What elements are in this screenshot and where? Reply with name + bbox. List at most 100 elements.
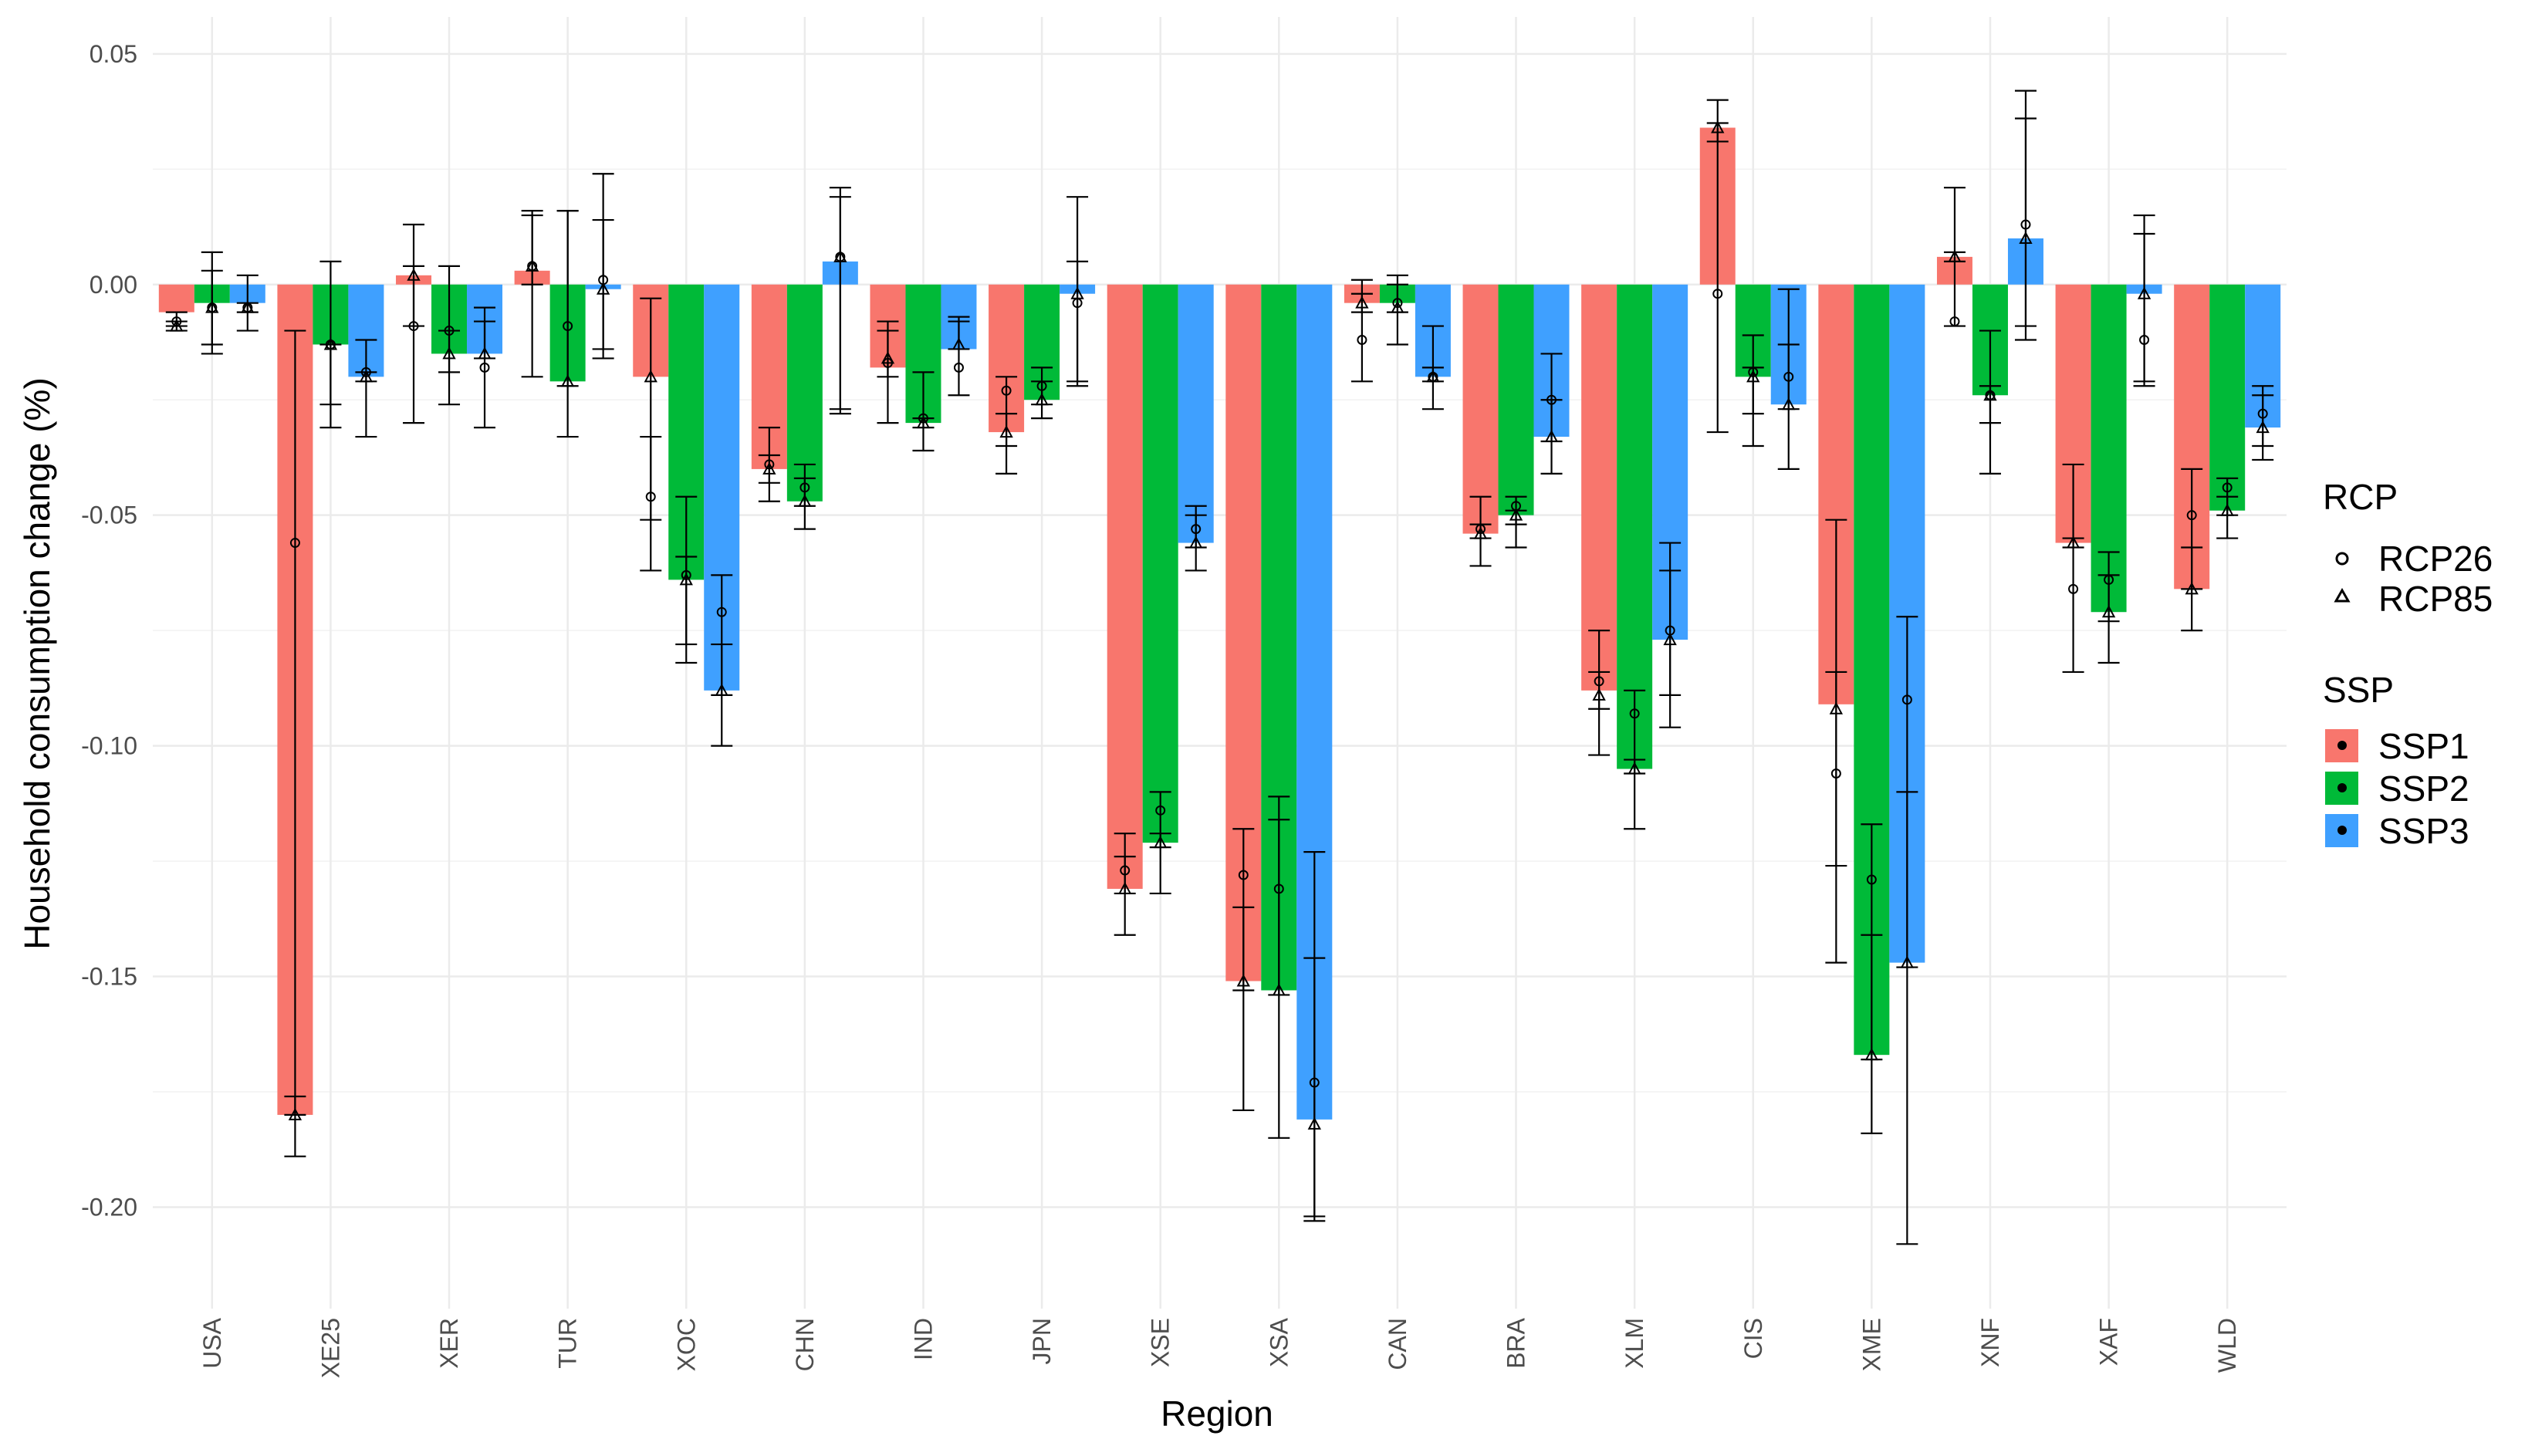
point-rcp26	[360, 367, 371, 377]
point-rcp85	[2185, 582, 2199, 595]
point-rcp26	[1273, 883, 1284, 894]
bar	[1581, 284, 1617, 691]
legend-title-rcp: RCP	[2323, 477, 2398, 517]
point-rcp85	[596, 282, 610, 295]
point-rcp85	[1900, 955, 1915, 968]
point-rcp85	[1663, 632, 1677, 646]
point-rcp85	[2019, 231, 2033, 244]
point-rcp85	[359, 370, 374, 383]
point-rcp85	[2220, 503, 2234, 516]
point-rcp85	[288, 1107, 303, 1120]
point-rcp85	[2137, 286, 2151, 299]
point-rcp26	[1036, 380, 1047, 391]
point-rcp26	[408, 321, 419, 332]
point-rcp85	[205, 300, 219, 313]
x-tick-label: BRA	[1502, 1317, 1530, 1368]
point-rcp26	[1901, 694, 1912, 705]
x-tick-label: XOC	[672, 1318, 700, 1371]
point-rcp85	[644, 370, 657, 383]
point-rcp26	[2104, 574, 2114, 585]
x-tick-label: XSE	[1147, 1318, 1175, 1367]
legend-dot-ssp1	[2337, 741, 2347, 750]
point-rcp85	[1473, 526, 1488, 539]
x-tick-label: USA	[198, 1317, 226, 1368]
point-rcp85	[170, 319, 184, 332]
point-rcp26	[1594, 676, 1604, 687]
point-rcp26	[1783, 371, 1794, 382]
grid-lines	[153, 17, 2287, 1309]
point-rcp85	[1307, 1116, 1321, 1130]
point-rcp85	[1154, 836, 1168, 849]
point-rcp26	[2139, 335, 2150, 345]
x-tick-label: XME	[1857, 1318, 1885, 1371]
point-rcp85	[1035, 393, 1049, 406]
x-tick-label: TUR	[554, 1318, 582, 1369]
y-tick-label: -0.15	[81, 963, 137, 991]
x-axis-title: Region	[1161, 1394, 1273, 1434]
point-rcp85	[1426, 370, 1440, 383]
point-rcp85	[442, 346, 456, 360]
point-rcp85	[1782, 397, 1796, 410]
point-rcp26	[1475, 524, 1486, 535]
point-rcp85	[1711, 120, 1725, 133]
point-rcp26	[1191, 524, 1202, 535]
point-rcp85	[1864, 1048, 1879, 1061]
legend-label-rcp85: RCP85	[2378, 579, 2493, 619]
x-tick-labels: USA XE25 XER TUR XOC CHN IND JPN XSE XSA CAN BRA XLM…	[198, 1317, 2241, 1378]
point-rcp26	[1546, 394, 1557, 405]
point-rcp85	[1355, 296, 1369, 309]
y-tick-labels: 0.05 0.00 -0.05 -0.10 -0.15 -0.20	[81, 40, 137, 1221]
point-rcp85	[1628, 762, 1641, 775]
point-rcp26	[1866, 874, 1877, 885]
point-rcp85	[1391, 300, 1404, 313]
point-rcp26	[2068, 583, 2079, 594]
point-rcp26	[1120, 865, 1131, 876]
point-rcp85	[2101, 605, 2116, 618]
y-tick-label: -0.20	[81, 1193, 137, 1221]
point-rcp85	[1236, 974, 1250, 987]
point-rcp26	[1238, 870, 1249, 880]
point-rcp85	[715, 683, 728, 696]
point-rcp85	[1948, 249, 1962, 262]
point-rcp26	[1392, 298, 1403, 309]
legend-label-ssp1: SSP1	[2378, 726, 2469, 766]
x-tick-label: IND	[909, 1318, 937, 1360]
point-rcp26	[563, 321, 573, 332]
point-rcp26	[799, 482, 810, 493]
point-rcp26	[2020, 219, 2031, 230]
point-rcp85	[762, 461, 776, 475]
x-tick-label: WLD	[2213, 1318, 2241, 1373]
point-rcp85	[952, 337, 966, 350]
point-rcp85	[798, 494, 812, 507]
x-tick-label: JPN	[1028, 1318, 1056, 1364]
x-tick-label: XAF	[2095, 1318, 2123, 1366]
legend-label-rcp26: RCP26	[2378, 539, 2493, 579]
point-rcp85	[1070, 286, 1084, 299]
bar	[1498, 284, 1534, 515]
point-rcp85	[1746, 370, 1760, 383]
point-rcp85	[2256, 420, 2270, 434]
point-rcp26	[1357, 335, 1367, 345]
point-rcp26	[1949, 316, 1960, 327]
y-tick-label: -0.05	[81, 502, 137, 529]
bar	[2209, 284, 2246, 511]
point-rcp85	[1592, 687, 1606, 701]
bar	[1462, 284, 1499, 534]
bar	[158, 284, 194, 312]
point-rcp85	[2066, 535, 2081, 549]
point-rcp85	[881, 351, 895, 364]
x-tick-label: XSA	[1265, 1317, 1293, 1367]
point-rcp26	[764, 459, 775, 470]
point-rcp85	[833, 249, 847, 262]
bar	[1617, 284, 1653, 769]
y-tick-label: 0.00	[90, 271, 137, 299]
point-rcp26	[645, 492, 656, 502]
point-rcp26	[1712, 289, 1723, 299]
legend-label-ssp2: SSP2	[2378, 769, 2469, 809]
y-axis-title: Household consumption change (%)	[17, 377, 57, 950]
point-rcp26	[1309, 1077, 1320, 1088]
point-rcp85	[679, 573, 693, 586]
point-rcp26	[1629, 708, 1640, 719]
y-tick-label: -0.10	[81, 732, 137, 760]
